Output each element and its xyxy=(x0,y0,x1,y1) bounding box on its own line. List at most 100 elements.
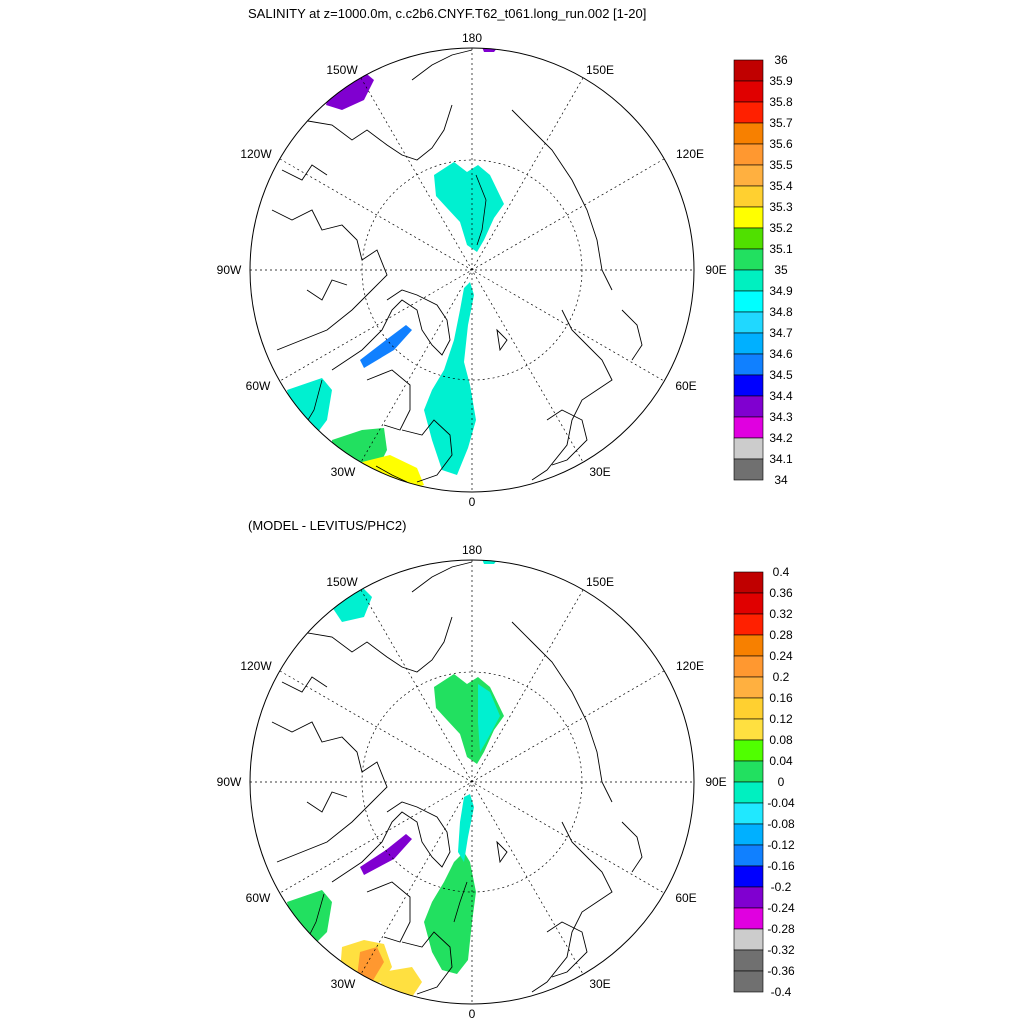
top-colorbar-box xyxy=(733,101,764,124)
bottom-lon-90e: 90E xyxy=(705,775,726,789)
top-colorbar-box xyxy=(733,269,764,292)
top-lon-90e: 90E xyxy=(705,263,726,277)
bottom-lon-120w: 120W xyxy=(240,659,272,673)
bottom-colorbar-label: -0.04 xyxy=(767,796,795,810)
top-colorbar-label: 34 xyxy=(774,473,788,487)
bottom-colorbar-label: 0.2 xyxy=(773,670,790,684)
top-lon-180: 180 xyxy=(462,31,482,45)
top-colorbar-box xyxy=(733,206,764,229)
bottom-colorbar-label: -0.08 xyxy=(767,817,795,831)
bottom-amerasian-cyan xyxy=(478,684,500,752)
bottom-colorbar-box xyxy=(733,655,764,678)
bottom-colorbar-label: -0.28 xyxy=(767,922,795,936)
top-colorbar-label: 35.9 xyxy=(769,74,793,88)
bottom-fram-contour xyxy=(453,881,468,923)
bottom-colorbar-label: -0.2 xyxy=(771,880,792,894)
top-lon-150w: 150W xyxy=(326,63,358,77)
bottom-irminger-yellow-2 xyxy=(380,967,422,1000)
top-colorbar-label: 34.2 xyxy=(769,431,793,445)
top-colorbar-box xyxy=(733,458,764,481)
bottom-lon-30w: 30W xyxy=(331,977,356,991)
top-colorbar-label: 35.8 xyxy=(769,95,793,109)
bottom-colorbar-label: -0.32 xyxy=(767,943,795,957)
top-colorbar-label: 35.3 xyxy=(769,200,793,214)
top-pacific-purple xyxy=(326,70,374,110)
bottom-colorbar-box xyxy=(733,823,764,846)
bottom-colorbar-box xyxy=(733,928,764,951)
bottom-graticule xyxy=(250,560,694,1004)
bottom-colorbar-box xyxy=(733,865,764,888)
top-irminger-contour xyxy=(375,465,408,483)
top-colorbar-box xyxy=(733,437,764,460)
bottom-lon-180: 180 xyxy=(462,543,482,557)
bottom-colorbar-label: 0.24 xyxy=(769,649,793,663)
bottom-labrador-green xyxy=(287,890,332,947)
top-colorbar-label: 35.4 xyxy=(769,179,793,193)
top-colorbar-box xyxy=(733,290,764,313)
top-baffin-patch xyxy=(360,325,412,368)
top-colorbar-box xyxy=(733,80,764,103)
top-colorbar: 36 35.9 35.8 35.7 35.6 35.5 35.4 35.3 35.2 35.1 35… xyxy=(733,53,793,487)
top-lon-30w: 30W xyxy=(331,465,356,479)
bottom-colorbar-label: 0.32 xyxy=(769,607,793,621)
bottom-colorbar: 0.4 0.36 0.32 0.28 0.24 0.2 0.16 0.12 0.08 0.04 0 -… xyxy=(733,565,795,999)
bottom-map-border xyxy=(249,559,695,1005)
top-colorbar-label: 34.4 xyxy=(769,389,793,403)
bottom-colorbar-label: 0.04 xyxy=(769,754,793,768)
bottom-colorbar-box xyxy=(733,634,764,657)
top-labrador-patch xyxy=(287,378,332,440)
top-lon-120w: 120W xyxy=(240,147,272,161)
top-colorbar-label: 34.7 xyxy=(769,326,793,340)
bottom-lon-90w: 90W xyxy=(217,775,242,789)
top-colorbar-box xyxy=(733,227,764,250)
top-colorbar-label: 34.8 xyxy=(769,305,793,319)
top-amerasian-patch xyxy=(434,162,504,252)
top-colorbar-box xyxy=(733,122,764,145)
top-bering-purple xyxy=(480,48,502,52)
top-colorbar-box xyxy=(733,248,764,271)
bottom-fram-cyan xyxy=(458,794,474,862)
bottom-colorbar-box xyxy=(733,907,764,930)
top-colorbar-box xyxy=(733,164,764,187)
bottom-colorbar-label: -0.16 xyxy=(767,859,795,873)
top-lon-30e: 30E xyxy=(589,465,610,479)
bottom-pacific-cyan xyxy=(332,587,372,622)
bottom-longitude-labels: 180 150E 120E 90E 60E 30E 0 30W 60W 90W … xyxy=(217,543,727,1021)
top-colorbar-label: 36 xyxy=(774,53,788,67)
bottom-colorbar-label: -0.4 xyxy=(771,985,792,999)
top-colorbar-box xyxy=(733,332,764,355)
bottom-colorbar-box xyxy=(733,844,764,867)
top-longitude-labels: 180 150E 120E 90E 60E 30E 0 30W 60W 90W … xyxy=(217,31,727,509)
bottom-fram-green xyxy=(424,852,476,974)
bottom-colorbar-box xyxy=(733,781,764,804)
top-title: SALINITY at z=1000.0m, c.c2b6.CNYF.T62_t… xyxy=(248,6,646,21)
bottom-colorbar-label: 0.36 xyxy=(769,586,793,600)
bottom-colorbar-label: 0 xyxy=(778,775,785,789)
top-colorbar-label: 34.5 xyxy=(769,368,793,382)
top-colorbar-box xyxy=(733,59,764,82)
top-colorbar-label: 35.1 xyxy=(769,242,793,256)
bottom-colorbar-label: 0.12 xyxy=(769,712,793,726)
bottom-colorbar-box xyxy=(733,571,764,594)
top-lon-120e: 120E xyxy=(676,147,704,161)
bottom-colorbar-box xyxy=(733,970,764,993)
top-colorbar-label: 34.6 xyxy=(769,347,793,361)
top-colorbar-label: 35.5 xyxy=(769,158,793,172)
bottom-lon-60w: 60W xyxy=(246,891,271,905)
bottom-colorbar-label: 0.16 xyxy=(769,691,793,705)
top-map-border xyxy=(249,47,695,493)
bottom-colorbar-label: 0.08 xyxy=(769,733,793,747)
bottom-colorbar-box xyxy=(733,697,764,720)
top-colorbar-box xyxy=(733,353,764,376)
bottom-colorbar-label: 0.28 xyxy=(769,628,793,642)
bottom-irminger-orange xyxy=(357,947,384,982)
top-panel: SALINITY at z=1000.0m, c.c2b6.CNYF.T62_t… xyxy=(217,6,793,509)
bottom-colorbar-label: -0.36 xyxy=(767,964,795,978)
top-irminger-yellow xyxy=(362,455,424,492)
bottom-baffin-purple xyxy=(360,834,412,875)
bottom-colorbar-box xyxy=(733,949,764,972)
top-map-content xyxy=(271,48,643,492)
bottom-colorbar-box xyxy=(733,886,764,909)
top-colorbar-label: 35.2 xyxy=(769,221,793,235)
